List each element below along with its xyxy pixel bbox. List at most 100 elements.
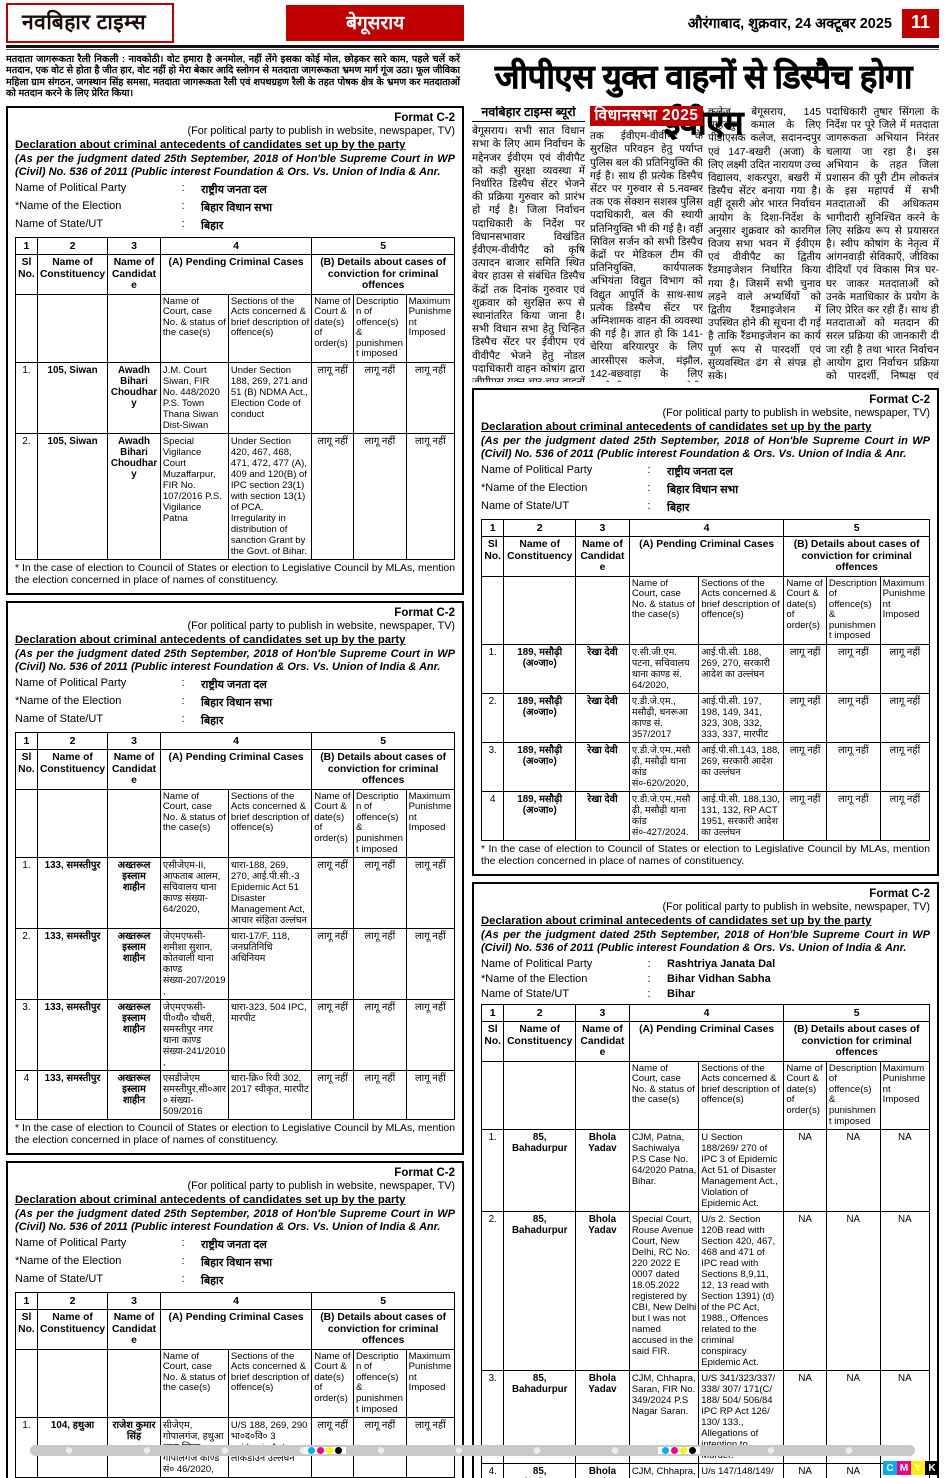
cell-max-punishment: लागू नहीं <box>405 1070 456 1121</box>
sub-header: Description of offence(s) & punishment i… <box>352 788 407 859</box>
column-header: (B) Details about cases of conviction fo… <box>783 536 930 577</box>
column-header: Name of Constituency <box>503 1021 577 1062</box>
table-row: 1. 105, Siwan Awadh Bihari Choudhary J.M. C… <box>15 362 456 435</box>
cell-max-punishment: लागू नहीं <box>879 644 931 695</box>
judgment-note: (As per the judgment dated 25th Septembe… <box>15 1208 455 1234</box>
election-name-value: बिहार विधान सभा <box>201 1257 273 1270</box>
state-name-label: Name of State/UT <box>15 1273 104 1286</box>
table-head: 1 2 3 4 5 Sl No. Name of Constituency Name of C… <box>15 1292 456 1419</box>
print-registration-bar <box>30 1445 915 1456</box>
state-name-value: बिहार <box>201 715 224 728</box>
sub-header: Name of Court, case No. & status of the … <box>159 293 229 364</box>
cell-candidate: Awadh Bihari Choudhary <box>107 362 161 435</box>
cmyk-y-block: Y <box>911 1461 925 1475</box>
election-name-label: *Name of the Election <box>15 1255 122 1268</box>
sub-header-row: Name of Court, case No. & status of the … <box>15 293 456 364</box>
political-party-row: Name of Political Party: राष्ट्रीय जनता द… <box>15 677 455 692</box>
sub-header: Description of offence(s) & punishment i… <box>825 575 881 646</box>
cell-offence-desc: लागू नहीं <box>352 362 407 435</box>
main-content: Format C-2 (For political party to publis… <box>6 106 939 1478</box>
state-name-value: बिहार <box>201 1275 224 1288</box>
cell-max-punishment: लागू नहीं <box>405 362 456 435</box>
state-name-label: Name of State/UT <box>15 218 104 230</box>
cell-court-case: जेएमएफसी-पी०यौ० चौधरी, समस्तीपुर नगर थान… <box>159 999 229 1072</box>
sub-header-row: Name of Court, case No. & status of the … <box>480 1060 931 1131</box>
sub-header: Name of Court, case No. & status of the … <box>628 575 700 646</box>
table-head: 1 2 3 4 5 Sl No. Name of Constituency Name of C… <box>15 237 456 364</box>
publish-note: (For political party to publish in websi… <box>187 620 455 633</box>
table-body: 1. 105, Siwan Awadh Bihari Choudhary J.M. C… <box>15 362 456 561</box>
cell-candidate: रेखा देवी <box>575 742 630 793</box>
sub-header: Sections of the Acts concerned & brief d… <box>227 1348 313 1419</box>
paper-name: नवबिहार टाइम्स <box>6 3 175 43</box>
cell-court-order: लागू नहीं <box>783 693 827 744</box>
criminal-antecedents-table: 1 2 3 4 5 Sl No. Name of Constituency Name of C… <box>480 519 931 842</box>
cell-constituency: 85, Bahadurpur <box>503 1211 577 1372</box>
cell-constituency: 85, Bahadurpur <box>503 1463 577 1478</box>
column-header: (A) Pending Criminal Cases <box>159 1309 313 1350</box>
cell-constituency: 189, मसौढ़ी (अ०जा०) <box>503 742 577 793</box>
column-number: 1 <box>15 237 38 255</box>
cell-offence-desc: लागू नहीं <box>352 928 407 1001</box>
format-c2-box-bahadurpur: Format C-2 (For political party to publis… <box>472 882 939 1478</box>
election-name-row: *Name of the Election: बिहार विधान सभा <box>15 1255 455 1270</box>
political-party-value: राष्ट्रीय जनता दल <box>201 679 267 692</box>
cell-candidate: अख्तरूल इस्लाम शाहीन <box>107 1070 161 1121</box>
field-colon: : <box>181 218 185 230</box>
sub-header-row: Name of Court, case No. & status of the … <box>15 788 456 859</box>
cell-sl-no: 1. <box>480 644 505 695</box>
article-text-2: तक ईवीएम-वीवीपैट के सुरक्षित परिवहन हेतु… <box>590 131 703 380</box>
state-name-row: Name of State/UT: बिहार <box>481 500 930 515</box>
empty-cell <box>107 1348 161 1419</box>
publish-note: (For political party to publish in websi… <box>662 407 930 419</box>
magenta-dot <box>317 1447 325 1454</box>
cell-sections: धारा-17/F, 118, जनप्रतिनिधि अधिनियम <box>227 928 313 1001</box>
cell-offence-desc: लागू नहीं <box>825 644 881 695</box>
empty-cell <box>107 788 161 859</box>
field-colon: : <box>647 973 651 986</box>
column-header: Sl No. <box>15 749 38 790</box>
format-label: Format C-2 <box>869 394 930 406</box>
column-number: 1 <box>480 1004 505 1023</box>
cell-max-punishment: NA <box>879 1129 931 1213</box>
sub-header-row: Name of Court, case No. & status of the … <box>480 575 931 646</box>
cell-court-order: लागू नहीं <box>783 791 827 842</box>
cell-candidate: अख्तरूल इस्लाम शाहीन <box>107 999 161 1072</box>
cell-max-punishment: लागू नहीं <box>405 857 456 930</box>
column-header: (A) Pending Criminal Cases <box>628 1021 785 1062</box>
cell-candidate: अख्तरूल इस्लाम शाहीन <box>107 928 161 1001</box>
cell-max-punishment: लागू नहीं <box>879 791 931 842</box>
cell-court-order: लागू नहीं <box>783 644 827 695</box>
election-name-label: *Name of the Election <box>481 482 588 494</box>
cell-court-case: CJM, Patna, Sachiwalya P.S Case No. 64/2… <box>628 1129 700 1213</box>
political-party-label: Name of Political Party <box>15 1237 127 1250</box>
table-row: 3. 133, समस्तीपुर अख्तरूल इस्लाम शाहीन जेएम… <box>15 999 456 1072</box>
article-text-1: बेगूसराय। सभी सात विधान सभा के लिए आम नि… <box>472 126 585 382</box>
criminal-antecedents-table: 1 2 3 4 5 Sl No. Name of Constituency Name of C… <box>480 1004 931 1478</box>
political-party-value: राष्ट्रीय जनता दल <box>201 1239 267 1252</box>
sub-header: Name of Court, case No. & status of the … <box>159 788 229 859</box>
cyan-dot <box>662 1447 670 1454</box>
column-number: 3 <box>575 519 630 537</box>
cell-offence-desc: लागू नहीं <box>352 857 407 930</box>
empty-cell <box>503 1060 577 1131</box>
cell-constituency: 189, मसौढ़ी (अ०जा०) <box>503 791 577 842</box>
column-number: 2 <box>36 732 109 751</box>
cell-max-punishment: लागू नहीं <box>405 999 456 1072</box>
table-row: 1. 85, Bahadurpur Bhola Yadav CJM, Patna, S… <box>480 1129 931 1213</box>
criminal-antecedents-table: 1 2 3 4 5 Sl No. Name of Constituency Name of C… <box>15 732 456 1121</box>
cell-offence-desc: NA <box>825 1129 881 1213</box>
column-number: 4 <box>159 237 313 255</box>
format-label: Format C-2 <box>869 888 930 901</box>
field-colon: : <box>181 677 185 690</box>
cell-candidate: Bhola Yadav <box>575 1463 630 1478</box>
table-row: 2. 85, Bahadurpur Bhola Yadav Special Court… <box>480 1211 931 1372</box>
cell-offence-desc: लागू नहीं <box>352 433 407 561</box>
column-header: Name of Candidate <box>575 1021 630 1062</box>
election-name-row: *Name of the Election: बिहार विधान सभा <box>481 482 930 497</box>
declaration-title: Declaration about criminal antecedents o… <box>481 915 872 928</box>
column-header: Name of Constituency <box>36 1309 109 1350</box>
field-colon: : <box>181 695 185 708</box>
election-name-row: *Name of the Election: बिहार विधान सभा <box>15 200 455 215</box>
sub-header: Name of Court, case No. & status of the … <box>628 1060 700 1131</box>
